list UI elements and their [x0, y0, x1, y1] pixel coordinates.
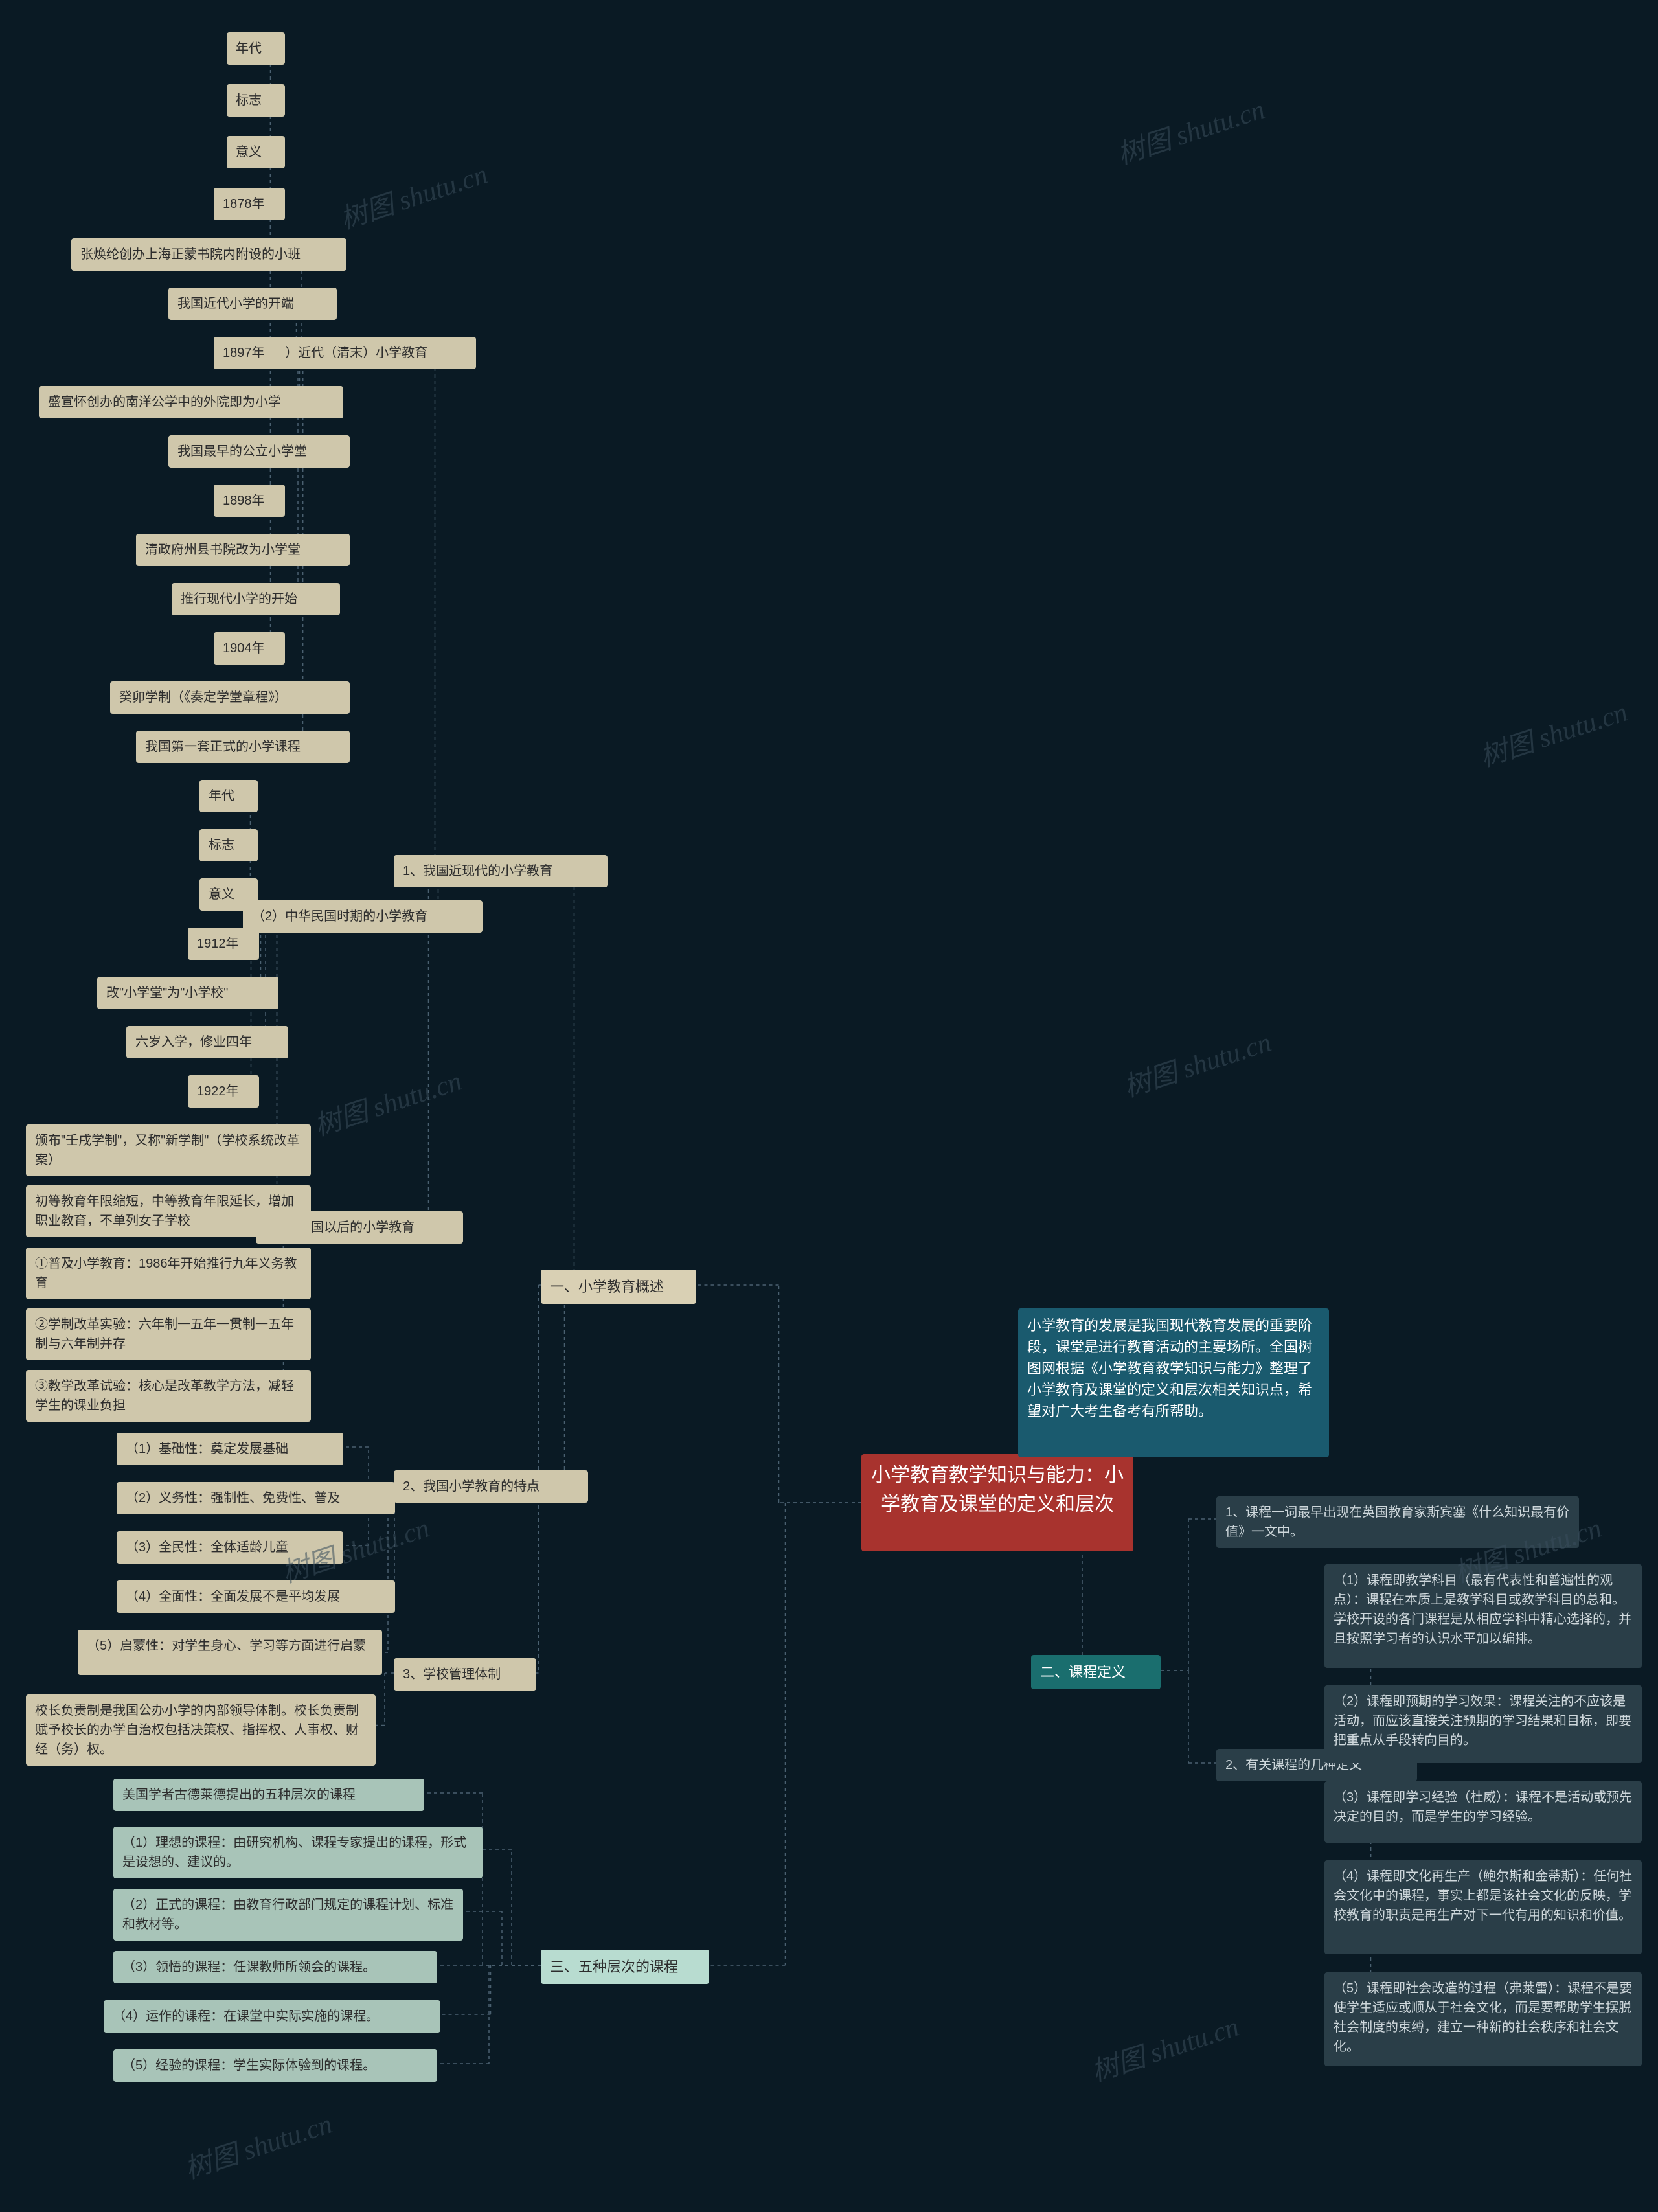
mindmap-node: 颁布"壬戌学制"，又称"新学制"（学校系统改革案） [26, 1124, 311, 1176]
mindmap-node: 1912年 [188, 928, 259, 960]
mindmap-node: 1922年 [188, 1075, 259, 1108]
mindmap-node: 一、小学教育概述 [541, 1270, 696, 1304]
mindmap-node: （4）运作的课程：在课堂中实际实施的课程。 [104, 2000, 440, 2033]
mindmap-node: （5）课程即社会改造的过程（弗莱雷）：课程不是要使学生适应或顺从于社会文化，而是… [1324, 1972, 1642, 2066]
watermark: 树图 shutu.cn [308, 1059, 466, 1144]
mindmap-node: 小学教育教学知识与能力：小学教育及课堂的定义和层次 [861, 1454, 1133, 1551]
watermark: 树图 shutu.cn [179, 2102, 336, 2187]
mindmap-node: （3）领悟的课程：任课教师所领会的课程。 [113, 1951, 437, 1983]
watermark: 树图 shutu.cn [1118, 1020, 1275, 1105]
mindmap-node: 意义 [227, 136, 285, 168]
mindmap-node: （1）近代（清末）小学教育 [256, 337, 476, 369]
mindmap-node: 1898年 [214, 485, 285, 517]
mindmap-node: 1878年 [214, 188, 285, 220]
mindmap-node: 我国近代小学的开端 [168, 288, 337, 320]
mindmap-node: 1、我国近现代的小学教育 [394, 855, 608, 887]
mindmap-node: 校长负责制是我国公办小学的内部领导体制。校长负责制赋予校长的办学自治权包括决策权… [26, 1694, 376, 1766]
mindmap-node: 1904年 [214, 632, 285, 665]
watermark: 树图 shutu.cn [1085, 2005, 1243, 2090]
mindmap-node: （1）基础性：奠定发展基础 [117, 1433, 343, 1465]
mindmap-node: 1、课程一词最早出现在英国教育家斯宾塞《什么知识最有价值》一文中。 [1216, 1496, 1579, 1548]
mindmap-node: 癸卯学制（《奏定学堂章程》） [110, 681, 350, 714]
mindmap-node: 美国学者古德莱德提出的五种层次的课程 [113, 1779, 424, 1811]
mindmap-node: 我国最早的公立小学堂 [168, 435, 350, 468]
mindmap-node: ③教学改革试验：核心是改革教学方法，减轻学生的课业负担 [26, 1370, 311, 1422]
mindmap-node: （3）课程即学习经验（杜威）：课程不是活动或预先决定的目的，而是学生的学习经验。 [1324, 1781, 1642, 1843]
mindmap-node: 年代 [227, 32, 285, 65]
watermark: 树图 shutu.cn [1474, 690, 1631, 775]
mindmap-node: （2）正式的课程：由教育行政部门规定的课程计划、标准和教材等。 [113, 1889, 463, 1941]
mindmap-node: 意义 [199, 878, 258, 911]
mindmap-node: ②学制改革实验：六年制一五年一贯制一五年制与六年制并存 [26, 1308, 311, 1360]
mindmap-node: 1897年 [214, 337, 285, 369]
mindmap-node: （1）理想的课程：由研究机构、课程专家提出的课程，形式是设想的、建议的。 [113, 1827, 483, 1878]
mindmap-node: （2）中华民国时期的小学教育 [243, 900, 483, 933]
mindmap-node: 2、我国小学教育的特点 [394, 1470, 588, 1503]
mindmap-node: 张焕纶创办上海正蒙书院内附设的小班 [71, 238, 346, 271]
watermark: 树图 shutu.cn [334, 152, 492, 237]
mindmap-node: （5）经验的课程：学生实际体验到的课程。 [113, 2049, 437, 2082]
mindmap-node: 二、课程定义 [1031, 1655, 1161, 1689]
mindmap-node: 3、学校管理体制 [394, 1658, 536, 1691]
mindmap-node: 盛宣怀创办的南洋公学中的外院即为小学 [39, 386, 343, 418]
mindmap-node: 推行现代小学的开始 [172, 583, 340, 615]
mindmap-node: 小学教育的发展是我国现代教育发展的重要阶段，课堂是进行教育活动的主要场所。全国树… [1018, 1308, 1329, 1457]
mindmap-node: ①普及小学教育：1986年开始推行九年义务教育 [26, 1248, 311, 1299]
mindmap-node: （5）启蒙性：对学生身心、学习等方面进行启蒙 [78, 1630, 382, 1675]
mindmap-node: 六岁入学，修业四年 [126, 1026, 288, 1058]
mindmap-node: 我国第一套正式的小学课程 [136, 731, 350, 763]
mindmap-node: （4）课程即文化再生产（鲍尔斯和金蒂斯）：任何社会文化中的课程，事实上都是该社会… [1324, 1860, 1642, 1954]
mindmap-node: 清政府州县书院改为小学堂 [136, 534, 350, 566]
mindmap-node: （2）义务性：强制性、免费性、普及 [117, 1482, 395, 1514]
mindmap-canvas: 小学教育教学知识与能力：小学教育及课堂的定义和层次小学教育的发展是我国现代教育发… [0, 0, 1658, 2212]
mindmap-node: 三、五种层次的课程 [541, 1950, 709, 1984]
mindmap-node: （3）全民性：全体适龄儿童 [117, 1531, 343, 1564]
mindmap-node: （4）全面性：全面发展不是平均发展 [117, 1580, 395, 1613]
mindmap-node: （2）课程即预期的学习效果：课程关注的不应该是活动，而应该直接关注预期的学习结果… [1324, 1685, 1642, 1763]
mindmap-node: 年代 [199, 780, 258, 812]
mindmap-node: 标志 [199, 829, 258, 861]
mindmap-node: 改"小学堂"为"小学校" [97, 977, 278, 1009]
watermark: 树图 shutu.cn [1111, 87, 1269, 172]
mindmap-node: 初等教育年限缩短，中等教育年限延长，增加职业教育，不单列女子学校 [26, 1185, 311, 1237]
mindmap-node: 标志 [227, 84, 285, 117]
mindmap-node: （1）课程即教学科目（最有代表性和普遍性的观点）：课程在本质上是教学科目或教学科… [1324, 1564, 1642, 1668]
